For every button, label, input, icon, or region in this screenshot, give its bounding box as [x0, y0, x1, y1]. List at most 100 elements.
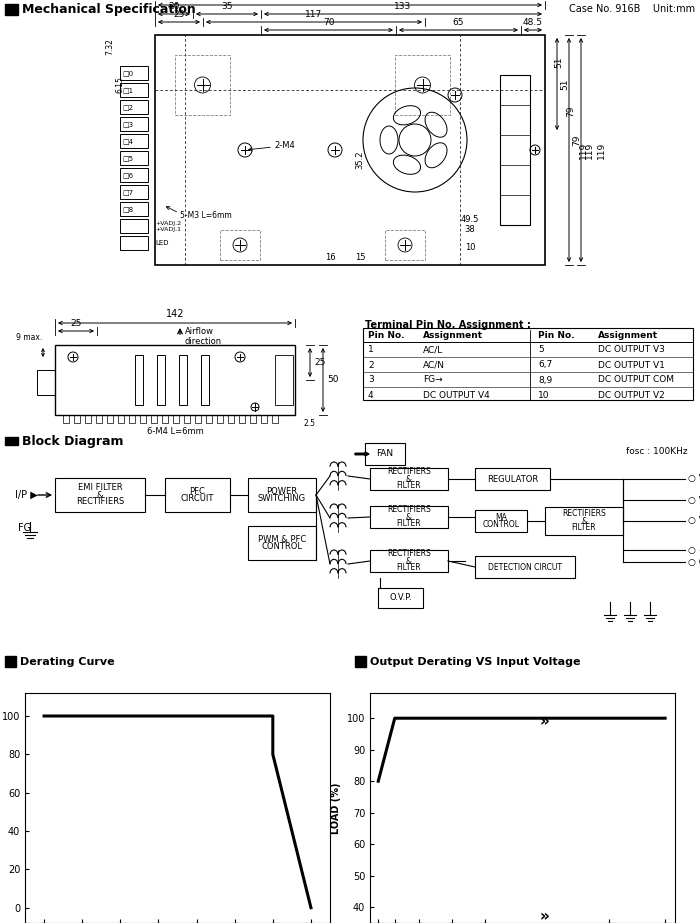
Text: AC/N: AC/N — [423, 361, 445, 369]
Text: &: & — [581, 517, 587, 525]
Bar — [37, 370, 55, 395]
Text: □3: □3 — [122, 121, 133, 127]
Bar — [5, 437, 18, 445]
Text: 5-M3 L=6mm: 5-M3 L=6mm — [180, 210, 232, 220]
Bar — [378, 588, 423, 608]
Text: RECTIFIERS: RECTIFIERS — [387, 468, 431, 476]
Text: □2: □2 — [122, 104, 133, 110]
Bar — [545, 507, 623, 535]
Text: DC OUTPUT V4: DC OUTPUT V4 — [423, 390, 490, 400]
Bar — [385, 230, 425, 260]
Text: CIRCUIT: CIRCUIT — [181, 494, 214, 503]
Text: EMI FILTER: EMI FILTER — [78, 484, 122, 493]
Bar — [155, 35, 545, 265]
Text: FAN: FAN — [377, 450, 393, 459]
Bar — [120, 236, 148, 250]
Text: 79: 79 — [572, 134, 581, 146]
Bar — [175, 55, 230, 115]
Text: DETECTION CIRCUT: DETECTION CIRCUT — [488, 562, 562, 571]
Text: MA: MA — [495, 513, 507, 522]
FancyArrow shape — [355, 452, 369, 456]
Text: Mechanical Specification: Mechanical Specification — [22, 3, 196, 16]
Bar — [107, 415, 113, 423]
Text: 2-M4: 2-M4 — [274, 140, 295, 150]
Text: 4: 4 — [368, 390, 374, 400]
Text: 15: 15 — [355, 253, 365, 261]
Text: Pin No.: Pin No. — [368, 330, 405, 340]
Text: +VADJ.2: +VADJ.2 — [155, 221, 181, 225]
Bar — [239, 415, 245, 423]
Bar — [151, 415, 157, 423]
Text: Derating Curve: Derating Curve — [20, 657, 115, 667]
Text: &: & — [406, 512, 412, 521]
Text: &: & — [97, 490, 104, 499]
Bar — [120, 185, 148, 199]
Text: DC OUTPUT V2: DC OUTPUT V2 — [598, 390, 665, 400]
Text: &: & — [406, 474, 412, 484]
Bar — [135, 355, 143, 405]
Text: 2.5: 2.5 — [304, 419, 316, 428]
Text: 133: 133 — [394, 2, 412, 11]
Text: 10: 10 — [538, 390, 550, 400]
Bar — [120, 219, 148, 233]
Bar — [500, 75, 530, 225]
Text: PFC: PFC — [190, 487, 205, 496]
Text: 8,9: 8,9 — [538, 376, 552, 385]
Text: RECTIFIERS: RECTIFIERS — [387, 549, 431, 558]
Bar — [261, 415, 267, 423]
Text: FILTER: FILTER — [397, 520, 421, 529]
Bar — [173, 415, 179, 423]
Bar — [85, 415, 91, 423]
Bar — [140, 415, 146, 423]
Text: 38: 38 — [465, 225, 475, 234]
Bar — [363, 328, 693, 400]
Text: Output Derating VS Input Voltage: Output Derating VS Input Voltage — [370, 657, 580, 667]
Bar — [120, 151, 148, 165]
Text: 65: 65 — [453, 18, 464, 27]
Bar — [184, 415, 190, 423]
Text: □8: □8 — [122, 206, 133, 212]
Text: ○ V3: ○ V3 — [688, 496, 700, 505]
Bar — [220, 230, 260, 260]
Text: LED: LED — [155, 240, 169, 246]
Text: ○ V2: ○ V2 — [688, 517, 700, 525]
Text: 35.2: 35.2 — [356, 150, 365, 169]
Text: 6.15: 6.15 — [116, 77, 125, 93]
Bar — [96, 415, 102, 423]
Text: □1: □1 — [122, 87, 133, 93]
Text: □6: □6 — [122, 172, 133, 178]
Text: □4: □4 — [122, 138, 133, 144]
Text: □0: □0 — [122, 70, 133, 76]
Text: 70: 70 — [323, 18, 335, 27]
Bar — [475, 510, 527, 532]
Bar — [120, 117, 148, 131]
Text: POWER: POWER — [267, 487, 298, 496]
Text: 7.32: 7.32 — [106, 39, 115, 55]
Text: 5: 5 — [538, 345, 544, 354]
Bar — [272, 415, 278, 423]
Text: 119: 119 — [597, 141, 606, 159]
Text: 10: 10 — [465, 243, 475, 251]
Bar — [120, 134, 148, 148]
Text: FILTER: FILTER — [572, 523, 596, 533]
Text: Case No. 916B    Unit:mm: Case No. 916B Unit:mm — [569, 5, 695, 15]
Bar — [201, 355, 209, 405]
Text: Airflow
direction: Airflow direction — [185, 327, 222, 346]
Text: FG: FG — [18, 523, 31, 533]
Text: RECTIFIERS: RECTIFIERS — [76, 497, 124, 507]
Text: 51: 51 — [560, 78, 569, 90]
Text: »: » — [540, 713, 550, 729]
Bar — [195, 415, 201, 423]
Text: 1: 1 — [368, 345, 374, 354]
Bar — [120, 100, 148, 114]
Text: ○ V4: ○ V4 — [688, 474, 700, 484]
Text: RECTIFIERS: RECTIFIERS — [387, 506, 431, 514]
Text: 79: 79 — [566, 105, 575, 116]
Text: 117: 117 — [305, 10, 323, 19]
Text: DC OUTPUT COM: DC OUTPUT COM — [598, 376, 674, 385]
Text: FILTER: FILTER — [397, 482, 421, 490]
Bar — [5, 656, 16, 667]
Bar — [120, 83, 148, 97]
Text: REGULATOR: REGULATOR — [487, 474, 538, 484]
Text: Assignment: Assignment — [598, 330, 658, 340]
